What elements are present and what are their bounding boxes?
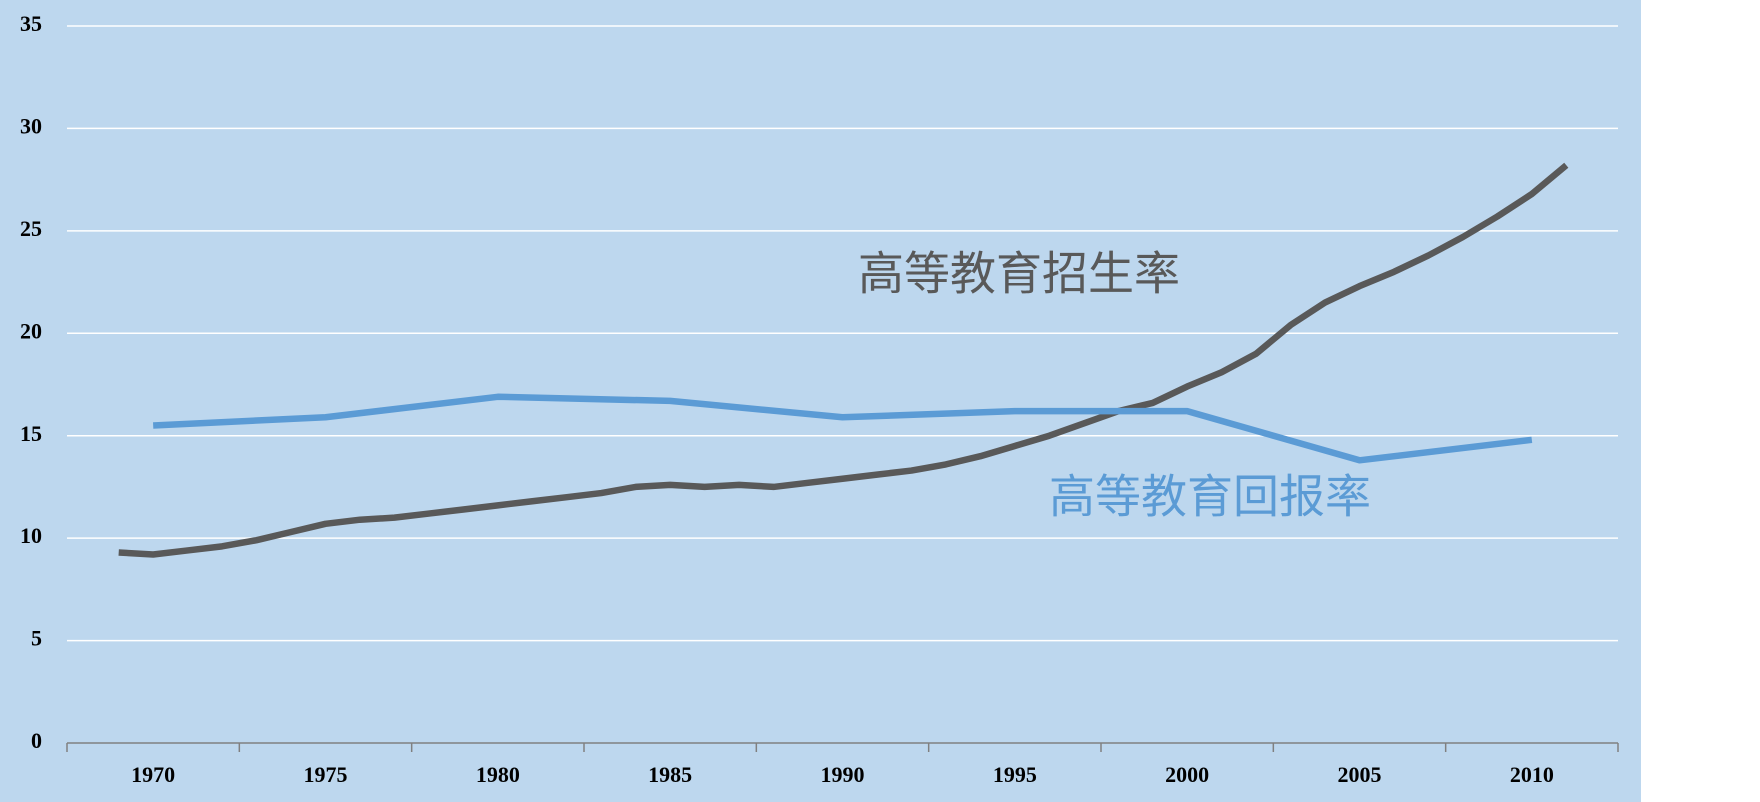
series-annotation: 高等教育招生率	[858, 247, 1180, 301]
y-tick-label: 10	[20, 523, 42, 548]
plot-background	[0, 0, 1641, 802]
y-tick-label: 0	[31, 728, 42, 753]
x-tick-label: 1985	[648, 762, 692, 787]
series-line	[118, 162, 1569, 558]
y-tick-label: 20	[20, 318, 42, 343]
y-tick-label: 25	[20, 216, 42, 241]
x-tick-label: 2000	[1165, 762, 1209, 787]
x-tick-label: 1970	[131, 762, 175, 787]
x-tick-label: 1990	[821, 762, 865, 787]
x-tick-label: 1975	[304, 762, 348, 787]
series-line	[153, 393, 1533, 464]
x-tick-label: 2005	[1338, 762, 1382, 787]
x-tick-label: 2010	[1510, 762, 1554, 787]
x-tick-label: 1995	[993, 762, 1037, 787]
y-tick-label: 15	[20, 421, 42, 446]
series-annotation: 高等教育回报率	[1049, 470, 1371, 524]
y-tick-label: 30	[20, 113, 42, 138]
x-tick-label: 1980	[476, 762, 520, 787]
y-tick-label: 5	[31, 626, 42, 651]
y-tick-label: 35	[20, 11, 42, 36]
